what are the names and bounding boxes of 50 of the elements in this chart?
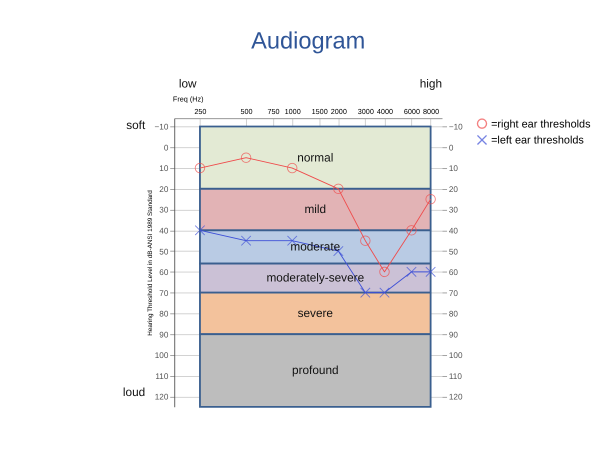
y2-tick-label: 0 — [448, 143, 454, 152]
legend-label: =right ear thresholds — [491, 118, 592, 130]
legend-label: =left ear thresholds — [491, 134, 584, 147]
x-tick-label: 1500 — [312, 107, 328, 116]
y2-tick-label: −10 — [448, 122, 464, 132]
y2-tick-label: 110 — [448, 372, 462, 381]
y2-tick-label: 80 — [448, 310, 458, 319]
x-tick-label: 2000 — [330, 107, 347, 116]
band-label: profound — [292, 363, 339, 378]
chart-title: Audiogram — [251, 28, 366, 54]
y-tick-label: 120 — [154, 392, 169, 402]
x-tick-label: 500 — [240, 107, 253, 116]
text: soft — [126, 118, 146, 132]
y-tick-label: 10 — [159, 164, 169, 174]
y-tick-label: 60 — [159, 268, 169, 278]
text: low — [178, 76, 197, 90]
y2-tick-label: 30 — [448, 206, 458, 215]
y-tick-label: 30 — [159, 206, 169, 215]
y2-tick-label: 90 — [448, 330, 458, 340]
x-tick-label: 8000 — [423, 107, 440, 116]
y-tick-label: 90 — [159, 330, 169, 340]
y-tick-label: 0 — [164, 143, 169, 152]
y-tick-label: 110 — [155, 372, 169, 381]
y-tick-label: 20 — [159, 184, 169, 194]
x-tick-label: 3000 — [358, 107, 374, 116]
y2-tick-label: 50 — [448, 247, 458, 256]
x-tick-label: 4000 — [376, 107, 394, 116]
y-tick-label: 100 — [154, 351, 169, 360]
y2-tick-label: 120 — [448, 392, 463, 402]
y2-tick-label: 20 — [448, 184, 458, 194]
y2-tick-label: 10 — [448, 164, 458, 174]
y2-tick-label: 100 — [448, 351, 463, 360]
band-label: mild — [304, 202, 326, 216]
x-tick-label: 6000 — [404, 107, 420, 116]
x-tick-label: 250 — [194, 107, 206, 116]
y-tick-label: 70 — [159, 288, 169, 298]
text: high — [420, 76, 442, 90]
band-label: normal — [297, 150, 334, 164]
text: loud — [122, 384, 146, 399]
y2-tick-label: 70 — [448, 288, 458, 298]
y-tick-label: 80 — [159, 310, 169, 319]
x-tick-label: 750 — [267, 107, 280, 116]
x-axis-title: Freq (Hz) — [172, 94, 204, 104]
y2-tick-label: 40 — [448, 226, 458, 236]
y2-tick-label: 60 — [448, 268, 458, 278]
y-tick-label: −10 — [154, 122, 169, 132]
band-label: severe — [298, 306, 334, 320]
y-tick-label: 40 — [159, 226, 169, 236]
y-tick-label: 50 — [159, 247, 169, 256]
x-tick-label: 1000 — [284, 107, 301, 116]
